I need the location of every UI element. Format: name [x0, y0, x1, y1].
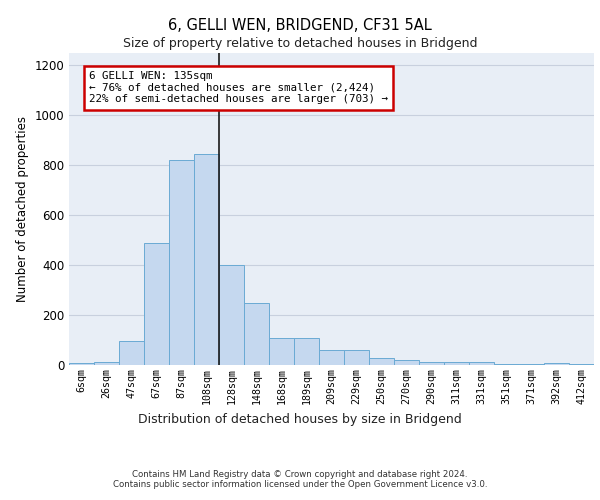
Bar [319, 350, 344, 365]
Text: 6, GELLI WEN, BRIDGEND, CF31 5AL: 6, GELLI WEN, BRIDGEND, CF31 5AL [168, 18, 432, 32]
Bar [244, 302, 269, 365]
Bar [494, 364, 519, 365]
Bar [69, 363, 94, 365]
Bar [419, 362, 444, 365]
Bar [344, 350, 369, 365]
Text: Contains HM Land Registry data © Crown copyright and database right 2024.
Contai: Contains HM Land Registry data © Crown c… [113, 470, 487, 489]
Bar [219, 265, 244, 365]
Y-axis label: Number of detached properties: Number of detached properties [16, 116, 29, 302]
Bar [194, 154, 219, 365]
Bar [394, 360, 419, 365]
Text: 6 GELLI WEN: 135sqm
← 76% of detached houses are smaller (2,424)
22% of semi-det: 6 GELLI WEN: 135sqm ← 76% of detached ho… [89, 71, 388, 104]
Bar [369, 358, 394, 365]
Bar [94, 362, 119, 365]
Bar [119, 341, 144, 365]
Bar [519, 364, 544, 365]
Bar [569, 364, 594, 365]
Bar [269, 338, 294, 365]
Bar [294, 338, 319, 365]
Text: Size of property relative to detached houses in Bridgend: Size of property relative to detached ho… [123, 38, 477, 51]
Bar [444, 362, 469, 365]
Text: Distribution of detached houses by size in Bridgend: Distribution of detached houses by size … [138, 412, 462, 426]
Bar [144, 242, 169, 365]
Bar [169, 160, 194, 365]
Bar [469, 362, 494, 365]
Bar [544, 363, 569, 365]
